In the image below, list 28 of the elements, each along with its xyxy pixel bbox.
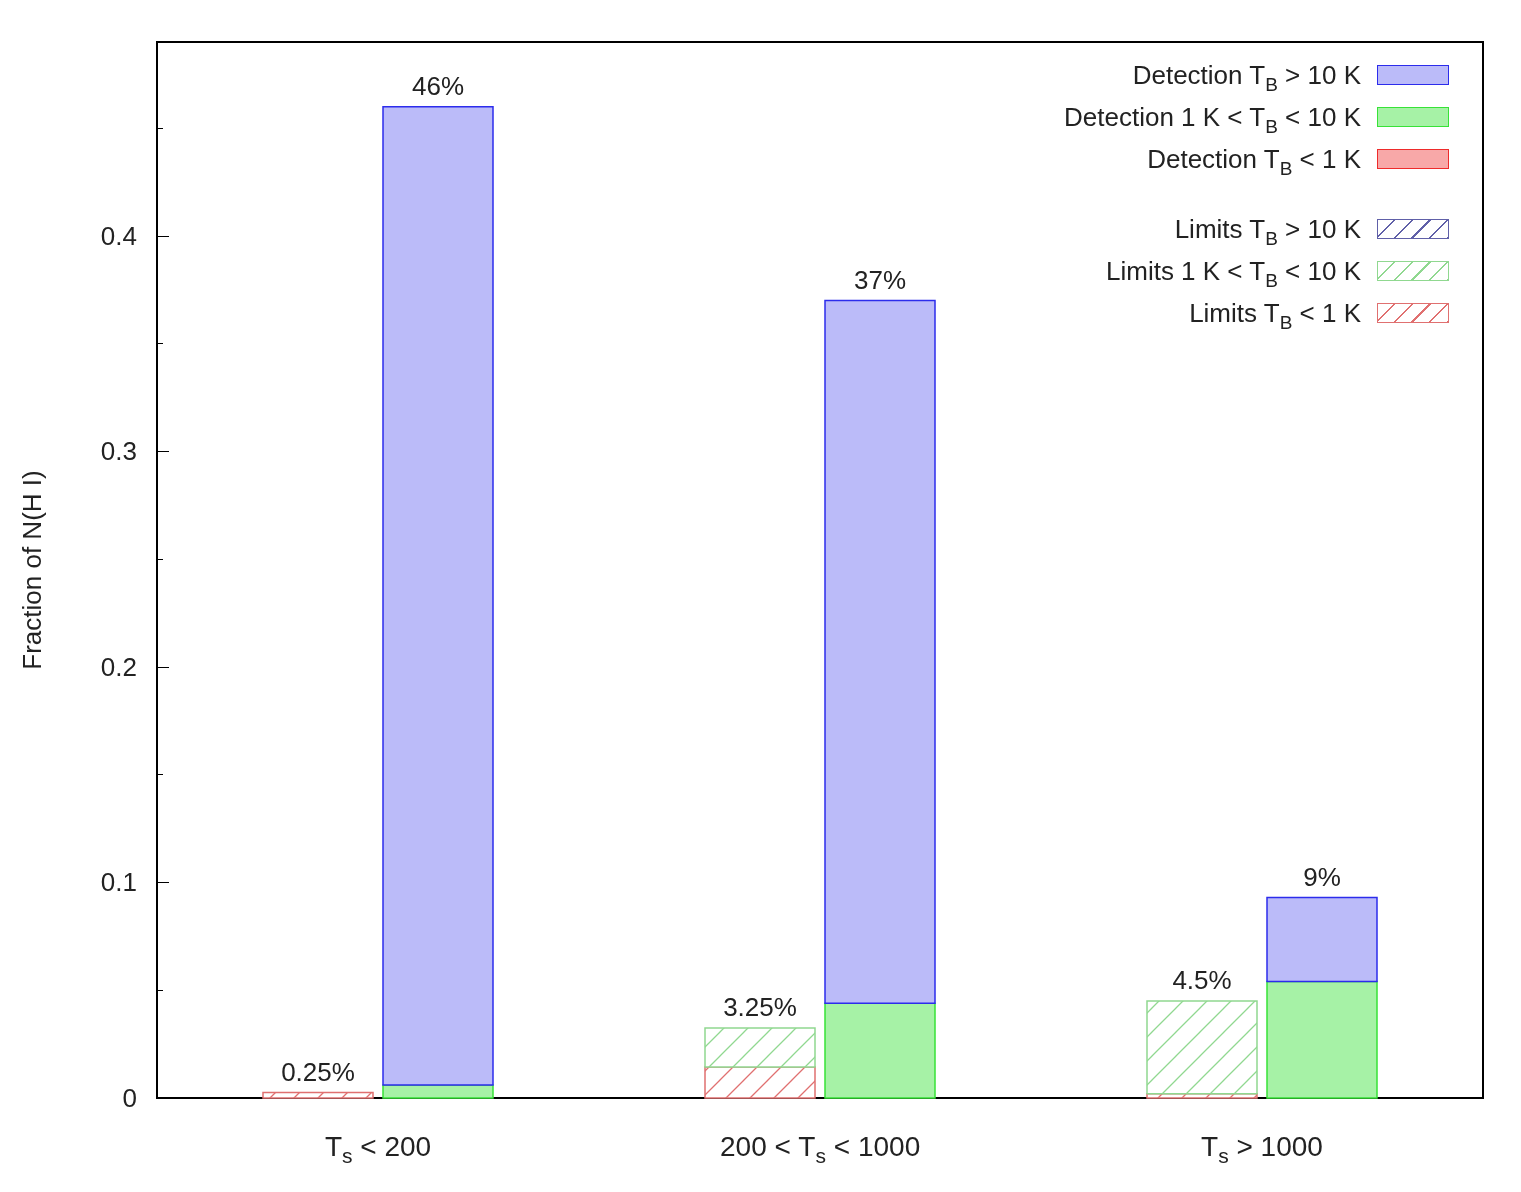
bar [1146,1000,1258,1095]
bar [382,1084,494,1099]
bar [382,105,494,1086]
bar [262,1091,374,1099]
annotation: 3.25% [723,991,797,1022]
annotation: 46% [411,70,465,101]
y-tick-label: 0.1 [100,867,137,898]
legend-label: Limits T$_{B}$ > 10 K [1174,213,1361,249]
y-tick-label: 0.4 [100,220,137,251]
bar [824,1002,936,1099]
legend-label: Limits T$_{B}$ < 1 K [1189,297,1361,333]
y-tick-label: 0.2 [100,651,137,682]
legend-label: Limits 1 K < T$_{B}$ < 10 K [1106,255,1361,291]
bar [824,299,936,1004]
legend-label: Detection T$_{B}$ < 1 K [1147,143,1361,179]
y-tick-label: 0 [122,1083,137,1113]
annotation: 37% [853,264,907,295]
annotation: 0.25% [281,1056,355,1087]
annotation: 9% [1303,861,1341,892]
y-axis-title: Fraction of N(H I) [17,470,47,670]
bar [1266,896,1378,983]
legend-label: Detection T$_{B}$ > 10 K [1132,59,1361,95]
y-tick-label: 0.3 [100,436,137,467]
bar [1266,980,1378,1099]
legend-label: Detection 1 K < T$_{B}$ < 10 K [1064,101,1361,137]
bar [704,1027,816,1068]
annotation: 4.5% [1172,965,1232,996]
bar [704,1066,816,1099]
